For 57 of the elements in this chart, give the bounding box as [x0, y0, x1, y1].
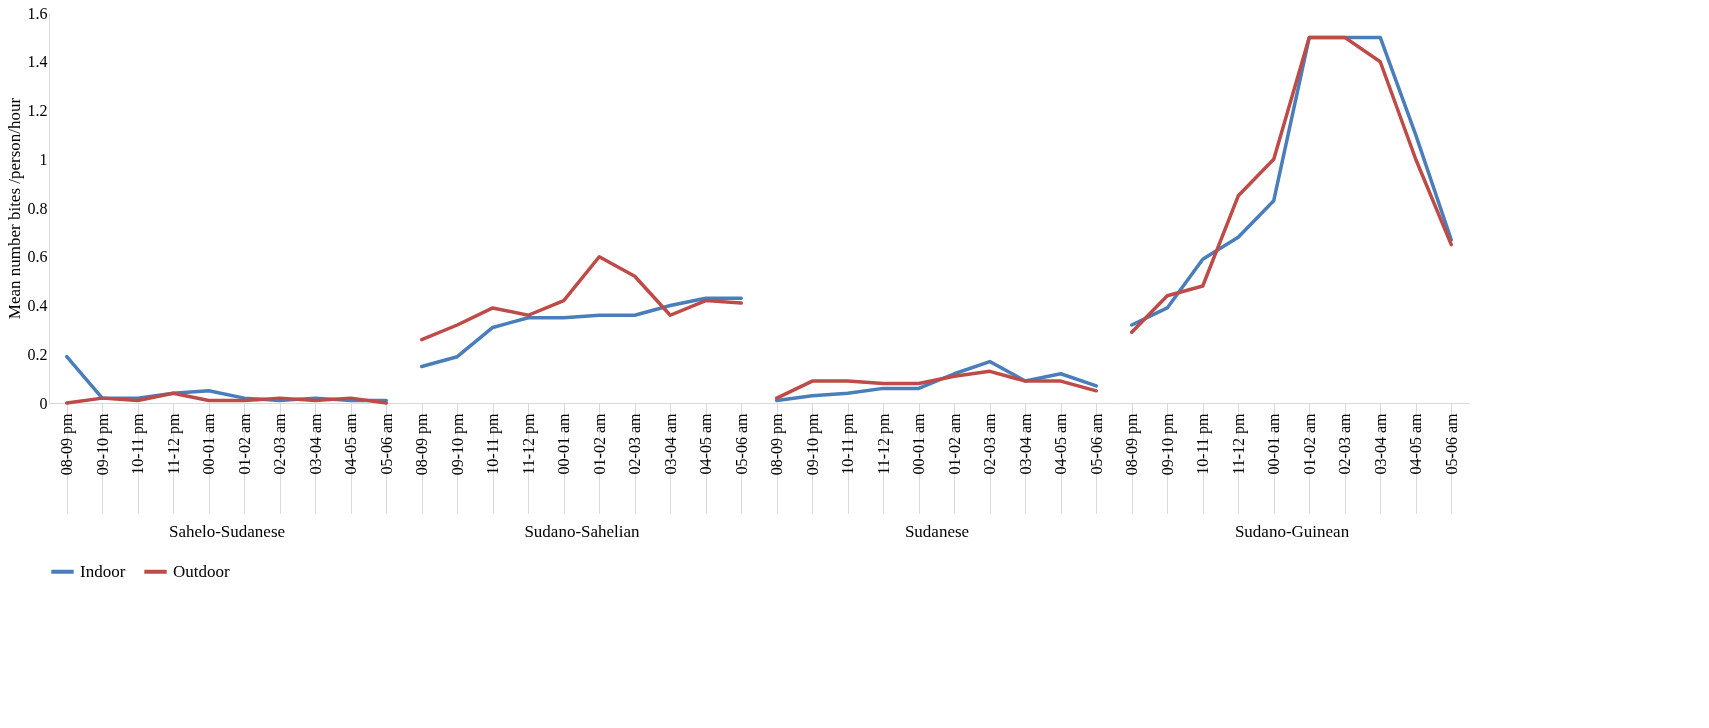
x-tick-label: 04-05 am — [1407, 412, 1425, 475]
line-series — [65, 391, 388, 405]
x-tick-label: 02-03 am — [1336, 412, 1354, 475]
x-tick-label: 05-06 am — [1442, 412, 1460, 475]
y-tick-label: 1.2 — [27, 102, 48, 119]
x-tick-label: 01-02 am — [590, 412, 608, 475]
legend-label: Indoor — [80, 561, 126, 581]
x-tick-label: 03-04 am — [661, 412, 679, 475]
y-tick-label: 1.4 — [27, 53, 48, 71]
x-tick-label: 08-09 pm — [58, 412, 77, 476]
x-tick-label: 10-11 pm — [484, 412, 503, 475]
x-tick-label: 10-11 pm — [1194, 412, 1213, 475]
x-tick-label: 02-03 am — [626, 412, 644, 475]
y-tick-label: 1 — [39, 150, 48, 168]
x-tick-label: 04-05 am — [697, 412, 715, 475]
x-tick-label: 09-10 pm — [93, 412, 112, 476]
y-tick-label: 0.8 — [27, 199, 48, 217]
x-tick-label: 08-09 pm — [768, 412, 787, 476]
x-tick-label: 11-12 pm — [519, 412, 538, 475]
y-tick-label: 1.6 — [27, 4, 48, 22]
x-tick-label: 00-01 am — [555, 412, 573, 475]
x-axis-title: Sudanese — [904, 522, 970, 541]
x-tick-label: 04-05 am — [342, 412, 360, 475]
x-tick-label: 11-12 pm — [164, 412, 183, 475]
x-tick-label: 05-06 am — [732, 412, 750, 475]
x-tick-label: 02-03 am — [271, 412, 289, 475]
x-tick-label: 03-04 am — [1016, 412, 1034, 475]
x-tick-label: 05-06 am — [377, 412, 395, 475]
x-tick-label: 09-10 pm — [448, 412, 467, 476]
x-tick-label: 05-06 am — [1087, 412, 1105, 475]
x-tick-label: 00-01 am — [200, 412, 218, 475]
y-tick-label: 0.6 — [27, 248, 48, 266]
x-tick-label: 01-02 am — [235, 412, 253, 475]
x-tick-label: 10-11 pm — [839, 412, 858, 475]
x-tick-label: 00-01 am — [1265, 412, 1283, 475]
y-tick-label: 0.4 — [27, 297, 48, 314]
x-axis-title: Sahelo-Sudanese — [168, 522, 286, 541]
x-axis-title: Sudano-Sahelian — [524, 522, 641, 541]
x-tick-label: 02-03 am — [981, 412, 999, 475]
x-tick-label: 03-04 am — [306, 412, 324, 475]
y-tick-label: 0 — [39, 394, 48, 412]
y-tick-label: 0.2 — [27, 345, 48, 363]
x-tick-label: 11-12 pm — [1229, 412, 1248, 475]
x-tick-label: 01-02 am — [945, 412, 963, 475]
x-tick-label: 10-11 pm — [129, 412, 148, 475]
x-tick-label: 03-04 am — [1371, 412, 1389, 475]
x-axis-title: Sudano-Guinean — [1234, 522, 1350, 541]
x-tick-label: 11-12 pm — [874, 412, 893, 475]
x-tick-label: 08-09 pm — [413, 412, 432, 476]
x-tick-label: 04-05 am — [1052, 412, 1070, 475]
y-axis-title: Mean number bites /person/hour — [4, 97, 24, 320]
x-tick-label: 01-02 am — [1300, 412, 1318, 475]
legend-label: Outdoor — [173, 561, 230, 581]
x-tick-label: 08-09 pm — [1123, 412, 1142, 476]
x-tick-label: 09-10 pm — [1158, 412, 1177, 476]
x-tick-label: 00-01 am — [910, 412, 928, 475]
x-tick-label: 09-10 pm — [803, 412, 822, 476]
